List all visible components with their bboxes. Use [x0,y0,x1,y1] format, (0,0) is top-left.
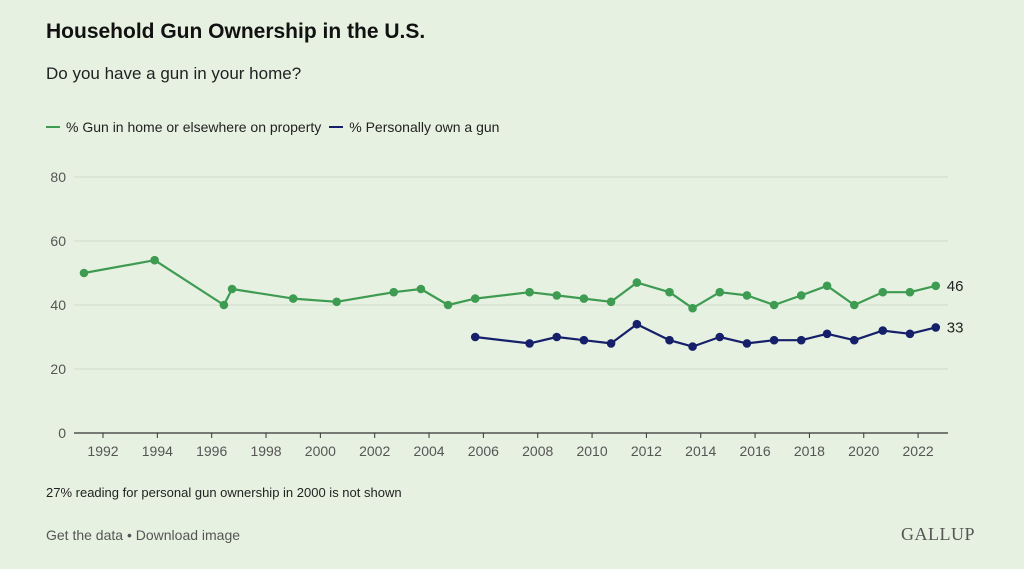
x-tick-label: 2000 [305,443,336,459]
legend-item-gun-in-home: % Gun in home or elsewhere on property [46,119,321,135]
data-point [769,335,779,345]
data-point [715,332,725,342]
footer: Get the data • Download image [46,527,240,543]
end-value-label: 33 [947,319,964,336]
y-tick-label: 40 [50,297,66,313]
x-tick-label: 2004 [413,443,444,459]
x-tick-label: 1998 [250,443,281,459]
x-tick-label: 2006 [468,443,499,459]
data-point [525,287,534,297]
data-point [878,287,888,297]
data-point [332,297,341,307]
gallup-logo: GALLUP [901,524,975,544]
data-point [443,300,453,310]
x-tick-label: 2012 [631,443,662,459]
legend-swatch [329,126,344,128]
data-point [470,294,480,303]
data-point [288,294,298,303]
legend-label: % Gun in home or elsewhere on property [66,119,322,135]
data-point [579,335,589,345]
data-point [822,281,832,291]
x-tick-label: 1992 [87,443,118,459]
footer-separator: • [123,527,136,543]
data-point [470,332,480,342]
chart-title: Household Gun Ownership in the U.S. [46,20,426,43]
data-point [227,284,237,294]
x-tick-label: 2008 [522,443,553,459]
data-point [931,281,941,291]
series-line-0 [83,259,937,310]
data-point [769,300,779,310]
x-tick-label: 2010 [576,443,607,459]
data-point [579,294,589,303]
data-point [905,329,915,339]
y-tick-label: 60 [50,233,66,249]
data-point [796,335,806,345]
data-point [552,291,562,300]
data-point [665,287,674,297]
x-tick-label: 2014 [685,443,716,459]
end-value-label: 46 [947,278,964,295]
data-point [606,297,616,307]
data-point [525,339,534,348]
data-point [742,339,752,348]
data-point [632,319,642,329]
data-point [632,278,642,287]
x-tick-label: 1994 [142,443,173,459]
legend-label: % Personally own a gun [349,119,500,135]
download-image-link[interactable]: Download image [135,527,241,543]
data-point [849,300,859,310]
x-tick-label: 2022 [903,443,934,459]
data-point [688,303,697,313]
data-point [931,323,941,332]
data-point [796,291,806,300]
data-point [822,329,832,339]
legend-swatch [46,126,60,128]
legend-item-personally-own: % Personally own a gun [329,119,499,135]
legend: % Gun in home or elsewhere on property %… [46,119,499,135]
data-point [389,287,399,297]
y-tick-label: 80 [50,169,66,185]
get-data-link[interactable]: Get the data [46,527,124,543]
data-point [878,326,888,335]
x-tick-label: 2018 [794,443,825,459]
x-tick-label: 1996 [196,443,227,459]
data-point [552,332,562,342]
y-tick-label: 20 [50,361,66,377]
data-point [606,339,616,348]
data-point [416,284,426,294]
y-tick-label: 0 [58,425,66,441]
data-point [742,291,752,300]
data-point [79,268,89,278]
data-point [688,342,697,351]
x-tick-label: 2002 [359,443,390,459]
data-point [905,287,915,297]
series-line-1 [475,323,937,348]
data-point [715,287,725,297]
chart-note: 27% reading for personal gun ownership i… [46,485,402,500]
x-tick-label: 2016 [740,443,771,459]
data-point [849,335,859,345]
data-point [665,335,674,345]
chart-subtitle: Do you have a gun in your home? [46,64,302,83]
data-point [150,255,159,265]
x-tick-label: 2020 [848,443,879,459]
data-point [219,300,229,310]
